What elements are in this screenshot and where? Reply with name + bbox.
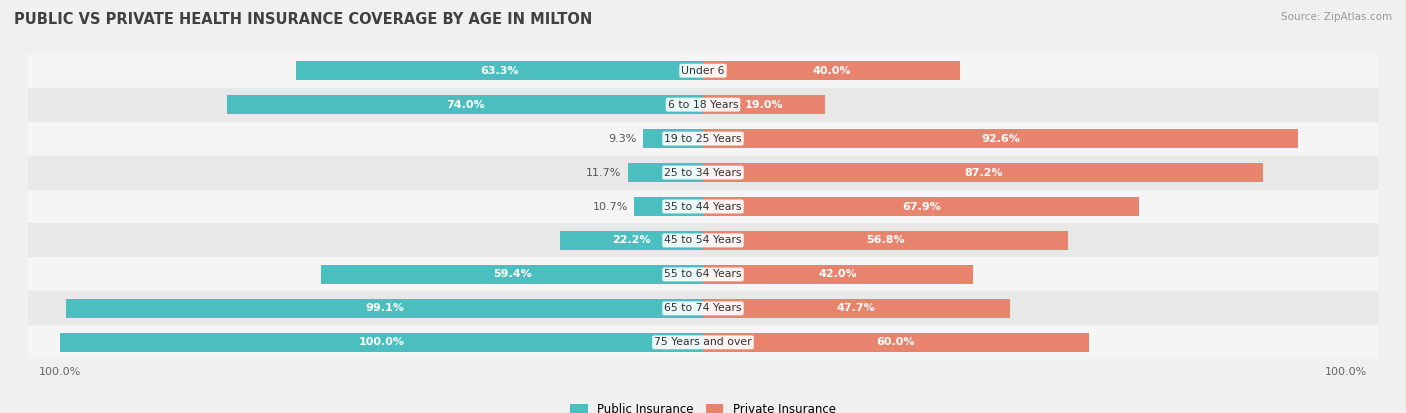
Text: 11.7%: 11.7% bbox=[586, 168, 621, 178]
Bar bbox=[28, 325, 1378, 359]
Bar bbox=[28, 292, 1378, 325]
Bar bbox=[28, 257, 1378, 292]
Text: 67.9%: 67.9% bbox=[901, 202, 941, 211]
Bar bbox=[628, 163, 703, 182]
Text: 25 to 34 Years: 25 to 34 Years bbox=[664, 168, 742, 178]
Text: 87.2%: 87.2% bbox=[965, 168, 1002, 178]
Bar bbox=[703, 333, 1088, 351]
Text: 55 to 64 Years: 55 to 64 Years bbox=[664, 269, 742, 280]
Text: Under 6: Under 6 bbox=[682, 66, 724, 76]
Bar bbox=[703, 231, 1069, 250]
Text: 19 to 25 Years: 19 to 25 Years bbox=[664, 133, 742, 144]
Bar bbox=[703, 163, 1264, 182]
Bar bbox=[28, 190, 1378, 223]
Bar bbox=[643, 129, 703, 148]
Text: 9.3%: 9.3% bbox=[609, 133, 637, 144]
Text: 56.8%: 56.8% bbox=[866, 235, 905, 245]
Bar bbox=[60, 333, 703, 351]
Text: 65 to 74 Years: 65 to 74 Years bbox=[664, 304, 742, 313]
Bar bbox=[297, 61, 703, 80]
Text: PUBLIC VS PRIVATE HEALTH INSURANCE COVERAGE BY AGE IN MILTON: PUBLIC VS PRIVATE HEALTH INSURANCE COVER… bbox=[14, 12, 592, 27]
Bar bbox=[228, 95, 703, 114]
Bar bbox=[703, 129, 1298, 148]
Text: 100.0%: 100.0% bbox=[359, 337, 405, 347]
Bar bbox=[703, 61, 960, 80]
Text: 22.2%: 22.2% bbox=[613, 235, 651, 245]
Text: 35 to 44 Years: 35 to 44 Years bbox=[664, 202, 742, 211]
Bar bbox=[561, 231, 703, 250]
Text: 92.6%: 92.6% bbox=[981, 133, 1019, 144]
Text: 47.7%: 47.7% bbox=[837, 304, 876, 313]
Text: 6 to 18 Years: 6 to 18 Years bbox=[668, 100, 738, 109]
Bar bbox=[28, 54, 1378, 88]
Bar bbox=[28, 223, 1378, 257]
Bar bbox=[28, 88, 1378, 121]
Bar bbox=[28, 156, 1378, 190]
Text: 74.0%: 74.0% bbox=[446, 100, 485, 109]
Text: 45 to 54 Years: 45 to 54 Years bbox=[664, 235, 742, 245]
Bar bbox=[634, 197, 703, 216]
Bar bbox=[321, 265, 703, 284]
Text: 99.1%: 99.1% bbox=[366, 304, 404, 313]
Bar bbox=[703, 299, 1010, 318]
Bar bbox=[28, 121, 1378, 156]
Text: 59.4%: 59.4% bbox=[492, 269, 531, 280]
Text: 19.0%: 19.0% bbox=[745, 100, 783, 109]
Bar bbox=[703, 95, 825, 114]
Text: Source: ZipAtlas.com: Source: ZipAtlas.com bbox=[1281, 12, 1392, 22]
Text: 63.3%: 63.3% bbox=[481, 66, 519, 76]
Bar bbox=[66, 299, 703, 318]
Text: 10.7%: 10.7% bbox=[592, 202, 628, 211]
Legend: Public Insurance, Private Insurance: Public Insurance, Private Insurance bbox=[565, 398, 841, 413]
Text: 40.0%: 40.0% bbox=[813, 66, 851, 76]
Text: 42.0%: 42.0% bbox=[818, 269, 858, 280]
Text: 60.0%: 60.0% bbox=[876, 337, 915, 347]
Bar bbox=[703, 197, 1139, 216]
Text: 75 Years and over: 75 Years and over bbox=[654, 337, 752, 347]
Bar bbox=[703, 265, 973, 284]
